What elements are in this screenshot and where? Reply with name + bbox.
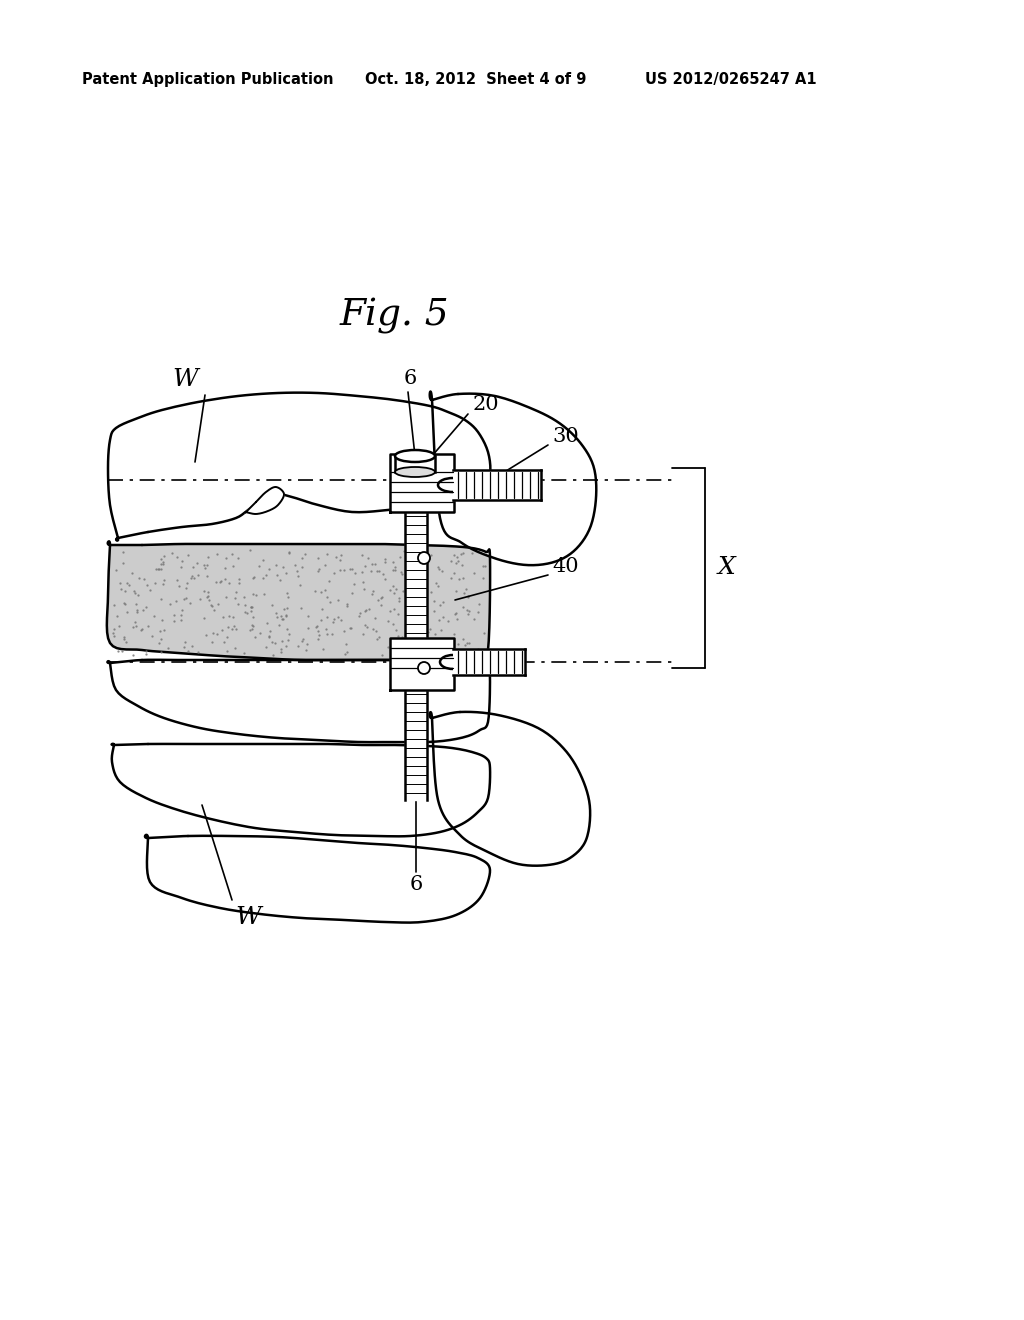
Polygon shape	[108, 660, 490, 742]
Text: US 2012/0265247 A1: US 2012/0265247 A1	[645, 73, 816, 87]
Text: W: W	[172, 368, 198, 392]
Polygon shape	[112, 743, 490, 837]
Polygon shape	[406, 690, 427, 800]
Ellipse shape	[395, 467, 435, 477]
Text: 40: 40	[552, 557, 579, 576]
Polygon shape	[390, 454, 454, 512]
Text: 6: 6	[403, 368, 417, 388]
Polygon shape	[430, 392, 596, 565]
Polygon shape	[145, 834, 490, 923]
Text: 30: 30	[552, 426, 579, 446]
Polygon shape	[390, 638, 454, 690]
Circle shape	[418, 552, 430, 564]
Text: X: X	[718, 557, 736, 579]
Polygon shape	[406, 512, 427, 638]
Polygon shape	[245, 487, 284, 513]
Text: Patent Application Publication: Patent Application Publication	[82, 73, 334, 87]
Text: 20: 20	[473, 395, 500, 413]
Polygon shape	[395, 455, 435, 473]
Polygon shape	[108, 392, 490, 541]
Text: W: W	[236, 907, 261, 929]
Polygon shape	[453, 649, 525, 675]
Polygon shape	[106, 541, 490, 660]
Ellipse shape	[395, 450, 435, 462]
Polygon shape	[430, 711, 590, 866]
Polygon shape	[453, 470, 541, 500]
Text: 6: 6	[410, 875, 423, 895]
Circle shape	[418, 663, 430, 675]
Text: Fig. 5: Fig. 5	[340, 298, 450, 334]
Text: Oct. 18, 2012  Sheet 4 of 9: Oct. 18, 2012 Sheet 4 of 9	[365, 73, 587, 87]
